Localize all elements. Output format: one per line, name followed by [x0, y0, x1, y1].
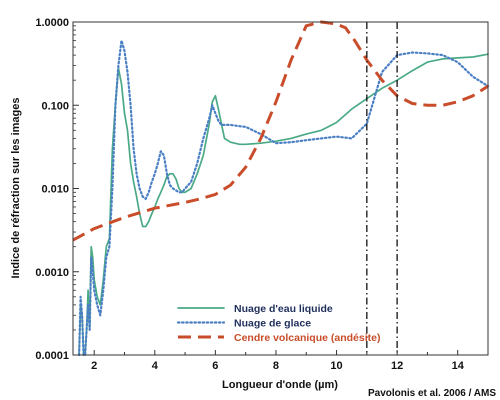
x-tick-label: 12 — [391, 360, 403, 372]
legend-label-3: Cendre volcanique (andésite) — [234, 332, 380, 344]
x-tick-label: 14 — [452, 360, 465, 372]
y-tick-label: 0.010 — [41, 184, 69, 196]
legend: Nuage d'eau liquide Nuage de glace Cendre … — [176, 303, 380, 344]
series-line-2 — [77, 39, 490, 357]
x-tick-label: 10 — [330, 360, 342, 372]
x-tick-label: 2 — [91, 360, 97, 372]
x-tick-label: 8 — [273, 360, 279, 372]
y-axis-title: Indice de réfraction sur les images — [10, 98, 22, 279]
y-tick-label: 0.0010 — [35, 267, 69, 279]
series-layer — [72, 20, 490, 357]
legend-label-2: Nuage de glace — [234, 318, 311, 330]
y-tick-label: 0.100 — [41, 100, 69, 112]
axis-ticks: 2 4 6 8 10 12 14 0.0001 0.0010 0.010 0.100 1.0000 — [35, 17, 489, 372]
credit-text: Pavolonis et al. 2006 / AMS — [368, 388, 496, 399]
series-line-1 — [78, 53, 489, 356]
x-axis-title: Longueur d'onde (µm) — [222, 379, 338, 391]
x-tick-label: 6 — [212, 360, 218, 372]
vertical-marker-lines — [366, 22, 398, 355]
series-line-3 — [72, 20, 489, 242]
x-tick-label: 4 — [152, 360, 159, 372]
legend-label-1: Nuage d'eau liquide — [234, 303, 333, 315]
y-tick-label: 0.0001 — [35, 350, 69, 362]
y-tick-label: 1.0000 — [35, 17, 69, 29]
